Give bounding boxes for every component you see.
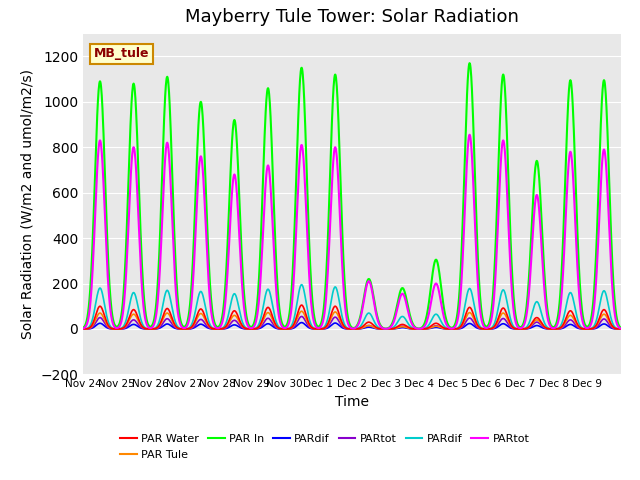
Title: Mayberry Tule Tower: Solar Radiation: Mayberry Tule Tower: Solar Radiation bbox=[185, 9, 519, 26]
Legend: PAR Water, PAR Tule, PAR In, PARdif, PARtot, PARdif, PARtot: PAR Water, PAR Tule, PAR In, PARdif, PAR… bbox=[116, 430, 534, 464]
Y-axis label: Solar Radiation (W/m2 and umol/m2/s): Solar Radiation (W/m2 and umol/m2/s) bbox=[21, 69, 35, 339]
X-axis label: Time: Time bbox=[335, 395, 369, 409]
Text: MB_tule: MB_tule bbox=[94, 48, 150, 60]
